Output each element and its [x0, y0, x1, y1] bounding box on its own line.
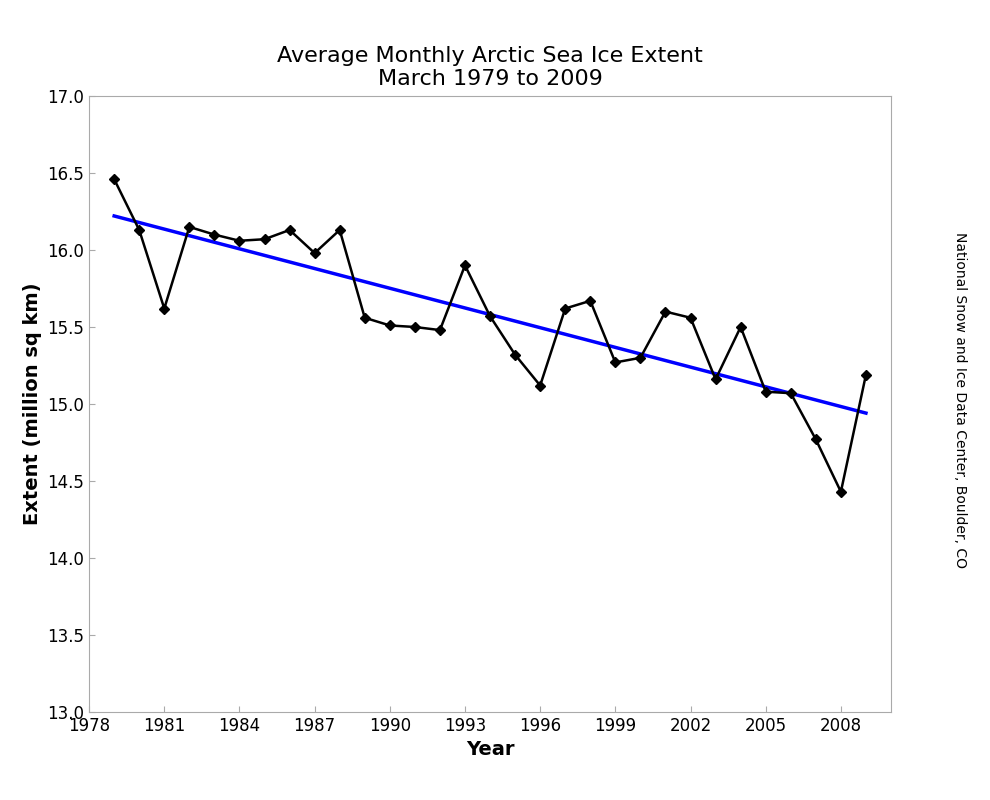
- Title: Average Monthly Arctic Sea Ice Extent
March 1979 to 2009: Average Monthly Arctic Sea Ice Extent Ma…: [277, 46, 703, 89]
- Text: National Snow and Ice Data Center, Boulder, CO: National Snow and Ice Data Center, Bould…: [953, 232, 967, 568]
- Y-axis label: Extent (million sq km): Extent (million sq km): [23, 282, 42, 526]
- X-axis label: Year: Year: [466, 741, 514, 759]
